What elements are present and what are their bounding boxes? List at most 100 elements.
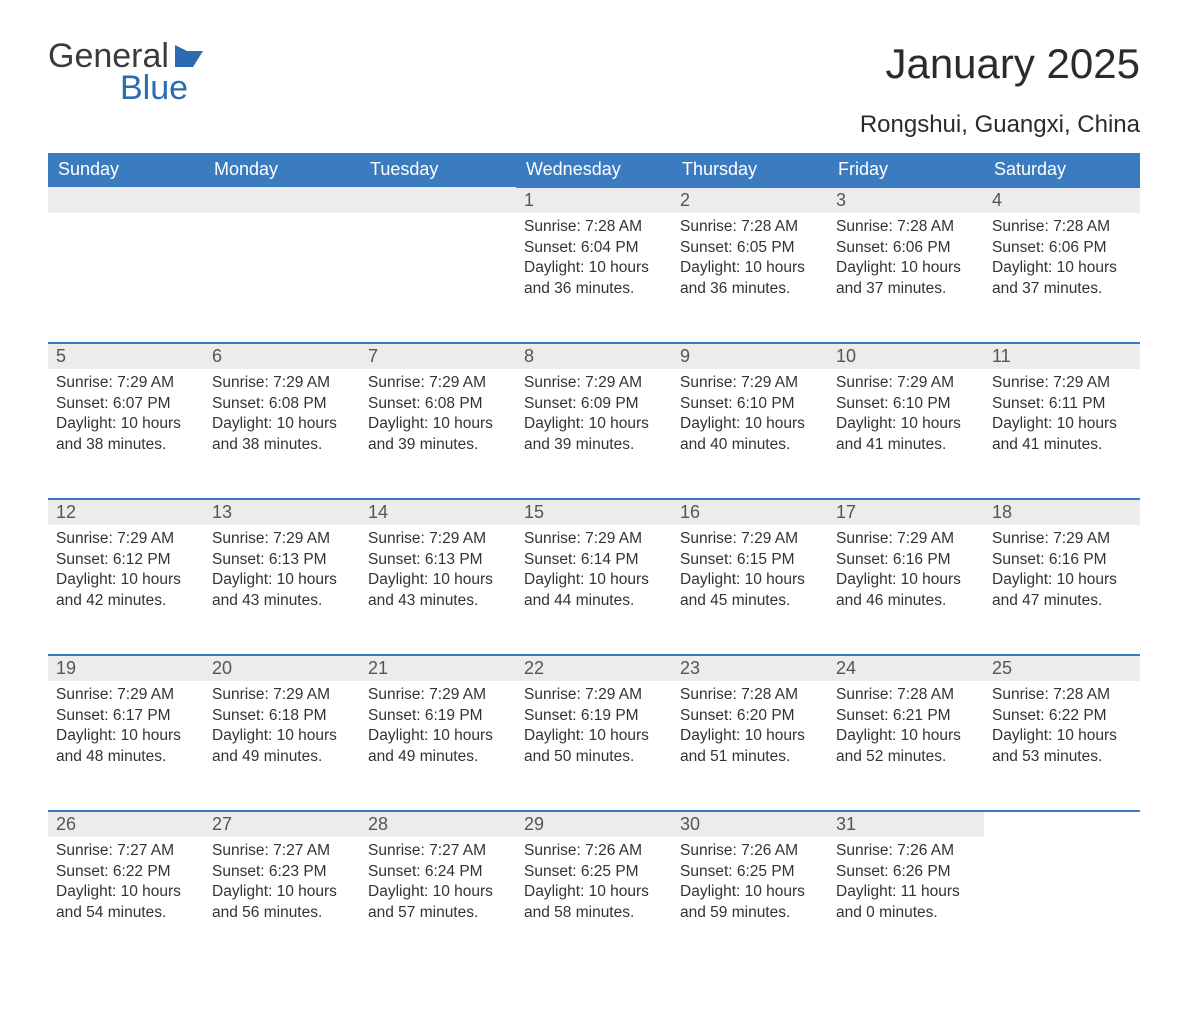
daylight-text: Daylight: 10 hours and 46 minutes.	[836, 570, 976, 612]
sunrise-text: Sunrise: 7:29 AM	[680, 529, 820, 550]
day-header: Saturday	[984, 153, 1140, 187]
sunrise-text: Sunrise: 7:29 AM	[992, 529, 1132, 550]
sunset-text: Sunset: 6:17 PM	[56, 706, 196, 727]
sunrise-text: Sunrise: 7:29 AM	[836, 529, 976, 550]
sunrise-text: Sunrise: 7:29 AM	[212, 529, 352, 550]
sunset-text: Sunset: 6:24 PM	[368, 862, 508, 883]
day-number: 1	[524, 190, 534, 210]
sunset-text: Sunset: 6:06 PM	[992, 238, 1132, 259]
daylight-text: Daylight: 10 hours and 56 minutes.	[212, 882, 352, 924]
day-content-cell: Sunrise: 7:29 AMSunset: 6:13 PMDaylight:…	[204, 525, 360, 655]
day-number-cell: 10	[828, 343, 984, 369]
day-number-cell: 14	[360, 499, 516, 525]
day-content-cell: Sunrise: 7:28 AMSunset: 6:22 PMDaylight:…	[984, 681, 1140, 811]
sunset-text: Sunset: 6:14 PM	[524, 550, 664, 571]
sunset-text: Sunset: 6:06 PM	[836, 238, 976, 259]
daylight-text: Daylight: 10 hours and 41 minutes.	[992, 414, 1132, 456]
day-number: 26	[56, 814, 76, 834]
day-number-cell: 27	[204, 811, 360, 837]
day-number-cell: 17	[828, 499, 984, 525]
day-number-cell: 26	[48, 811, 204, 837]
day-content-cell: Sunrise: 7:28 AMSunset: 6:20 PMDaylight:…	[672, 681, 828, 811]
day-content-cell: Sunrise: 7:28 AMSunset: 6:04 PMDaylight:…	[516, 213, 672, 343]
flag-icon	[175, 40, 209, 72]
sunrise-text: Sunrise: 7:28 AM	[836, 685, 976, 706]
day-content-cell: Sunrise: 7:29 AMSunset: 6:17 PMDaylight:…	[48, 681, 204, 811]
day-content-cell	[984, 837, 1140, 967]
day-number: 29	[524, 814, 544, 834]
calendar-table: Sunday Monday Tuesday Wednesday Thursday…	[48, 153, 1140, 967]
daylight-text: Daylight: 10 hours and 39 minutes.	[524, 414, 664, 456]
sunrise-text: Sunrise: 7:28 AM	[680, 217, 820, 238]
sunset-text: Sunset: 6:23 PM	[212, 862, 352, 883]
sunset-text: Sunset: 6:08 PM	[212, 394, 352, 415]
sunset-text: Sunset: 6:19 PM	[524, 706, 664, 727]
day-number: 21	[368, 658, 388, 678]
day-header: Monday	[204, 153, 360, 187]
day-header: Sunday	[48, 153, 204, 187]
day-header-row: Sunday Monday Tuesday Wednesday Thursday…	[48, 153, 1140, 187]
day-number-cell: 3	[828, 187, 984, 213]
sunrise-text: Sunrise: 7:29 AM	[56, 373, 196, 394]
day-content-cell: Sunrise: 7:29 AMSunset: 6:18 PMDaylight:…	[204, 681, 360, 811]
day-number: 9	[680, 346, 690, 366]
sunrise-text: Sunrise: 7:29 AM	[56, 685, 196, 706]
daylight-text: Daylight: 10 hours and 48 minutes.	[56, 726, 196, 768]
day-number: 31	[836, 814, 856, 834]
week-content-row: Sunrise: 7:29 AMSunset: 6:07 PM Daylight:…	[48, 369, 1140, 499]
daylight-text: Daylight: 10 hours and 37 minutes.	[992, 258, 1132, 300]
day-content-cell: Sunrise: 7:28 AMSunset: 6:05 PMDaylight:…	[672, 213, 828, 343]
daylight-text: Daylight: 10 hours and 37 minutes.	[836, 258, 976, 300]
day-number: 20	[212, 658, 232, 678]
sunrise-text: Sunrise: 7:29 AM	[524, 685, 664, 706]
day-number-cell: 4	[984, 187, 1140, 213]
day-content-cell: Sunrise: 7:29 AMSunset: 6:19 PMDaylight:…	[516, 681, 672, 811]
daylight-text: Daylight: 10 hours and 45 minutes.	[680, 570, 820, 612]
day-content-cell	[360, 213, 516, 343]
daylight-text: Daylight: 10 hours and 49 minutes.	[212, 726, 352, 768]
day-number-cell: 31	[828, 811, 984, 837]
day-number-cell: 8	[516, 343, 672, 369]
day-content-cell: Sunrise: 7:29 AMSunset: 6:09 PMDaylight:…	[516, 369, 672, 499]
day-content-cell: Sunrise: 7:29 AMSunset: 6:16 PMDaylight:…	[984, 525, 1140, 655]
daylight-text: Daylight: 10 hours and 53 minutes.	[992, 726, 1132, 768]
daylight-text: Daylight: 10 hours and 49 minutes.	[368, 726, 508, 768]
sunrise-text: Sunrise: 7:29 AM	[524, 529, 664, 550]
day-content-cell: Sunrise: 7:29 AMSunset: 6:13 PMDaylight:…	[360, 525, 516, 655]
day-number: 27	[212, 814, 232, 834]
sunset-text: Sunset: 6:16 PM	[836, 550, 976, 571]
week-content-row: Sunrise: 7:27 AMSunset: 6:22 PMDaylight:…	[48, 837, 1140, 967]
day-number-cell: 15	[516, 499, 672, 525]
day-number-cell: 23	[672, 655, 828, 681]
daylight-text: Daylight: 10 hours and 54 minutes.	[56, 882, 196, 924]
sunset-text: Sunset: 6:12 PM	[56, 550, 196, 571]
day-number-cell: 5	[48, 343, 204, 369]
day-content-cell: Sunrise: 7:26 AMSunset: 6:25 PMDaylight:…	[516, 837, 672, 967]
sunrise-text: Sunrise: 7:28 AM	[992, 217, 1132, 238]
day-number: 10	[836, 346, 856, 366]
day-content-cell: Sunrise: 7:28 AMSunset: 6:06 PMDaylight:…	[828, 213, 984, 343]
day-number-cell: 18	[984, 499, 1140, 525]
sunrise-text: Sunrise: 7:28 AM	[836, 217, 976, 238]
brand-word1: General	[48, 40, 169, 72]
sunset-text: Sunset: 6:07 PM	[56, 394, 196, 415]
week-daynum-row: 12131415161718	[48, 499, 1140, 525]
day-content-cell: Sunrise: 7:27 AMSunset: 6:23 PMDaylight:…	[204, 837, 360, 967]
sunrise-text: Sunrise: 7:29 AM	[368, 529, 508, 550]
sunset-text: Sunset: 6:13 PM	[212, 550, 352, 571]
daylight-text: Daylight: 10 hours and 41 minutes.	[836, 414, 976, 456]
day-number-cell: 7	[360, 343, 516, 369]
daylight-text: Daylight: 10 hours and 58 minutes.	[524, 882, 664, 924]
sunset-text: Sunset: 6:10 PM	[680, 394, 820, 415]
brand-logo: General Blue	[48, 40, 209, 105]
day-content-cell: Sunrise: 7:29 AMSunset: 6:12 PMDaylight:…	[48, 525, 204, 655]
header: General Blue January 2025	[48, 40, 1140, 105]
day-number-cell: 29	[516, 811, 672, 837]
sunset-text: Sunset: 6:15 PM	[680, 550, 820, 571]
day-content-cell: Sunrise: 7:26 AMSunset: 6:25 PMDaylight:…	[672, 837, 828, 967]
day-number: 30	[680, 814, 700, 834]
daylight-text: Daylight: 10 hours and 52 minutes.	[836, 726, 976, 768]
day-number: 25	[992, 658, 1012, 678]
day-number: 4	[992, 190, 1002, 210]
week-daynum-row: 262728293031	[48, 811, 1140, 837]
